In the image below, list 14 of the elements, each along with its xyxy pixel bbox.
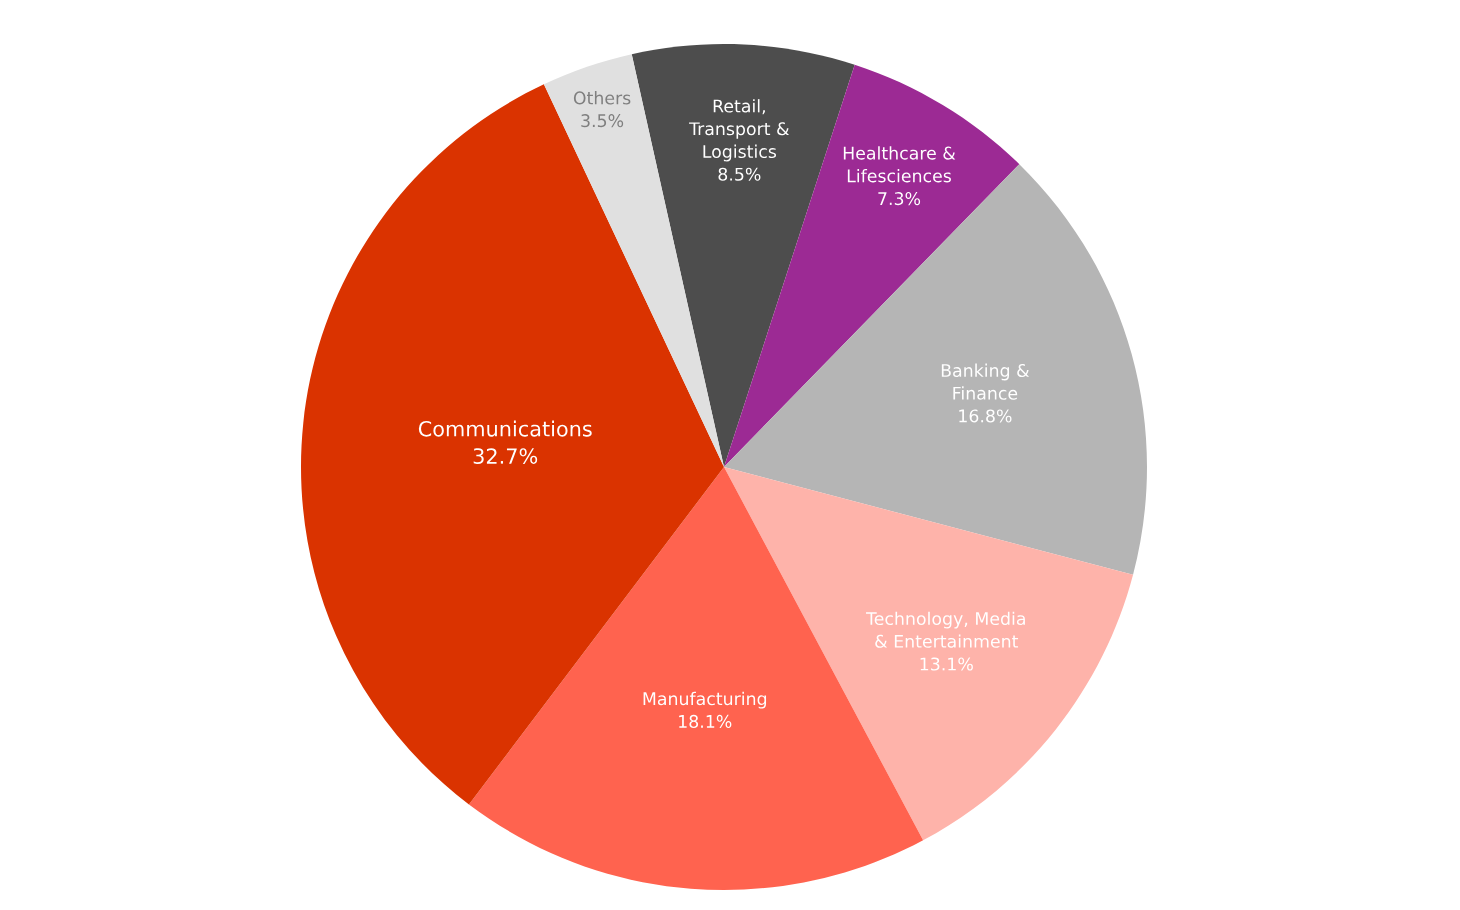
slice-label: Banking & Finance — [941, 363, 1030, 400]
data-label: 13.1% — [920, 657, 973, 671]
data-label: 16.8% — [959, 409, 1012, 423]
slice-label: Communications — [418, 420, 592, 437]
data-label: 7.3% — [878, 192, 921, 206]
data-label: 8.5% — [718, 167, 761, 181]
slice-label: Healthcare & Lifesciences — [843, 146, 956, 183]
data-label: 3.5% — [581, 114, 624, 128]
slice-label: Technology, Media & Entertainment — [866, 611, 1025, 648]
data-label: 18.1% — [679, 714, 732, 728]
data-label: 32.7% — [473, 448, 538, 464]
slice-label: Manufacturing — [643, 691, 767, 709]
slice-label: Retail, Transport & Logistics — [689, 99, 790, 162]
slice-label: Others — [573, 91, 631, 105]
